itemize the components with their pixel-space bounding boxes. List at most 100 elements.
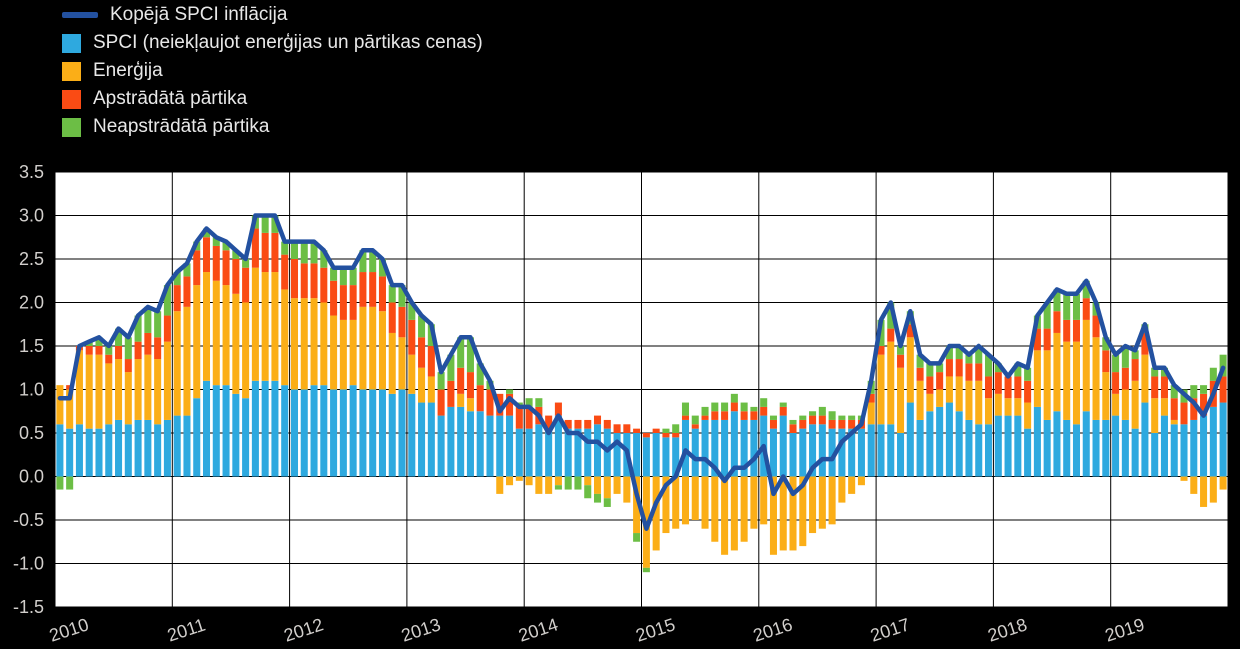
bar-segment [193, 398, 201, 477]
bar-segment [994, 363, 1002, 373]
bar-segment [760, 406, 768, 416]
bar-segment [897, 346, 905, 355]
bar-segment [66, 389, 74, 429]
bar-segment [1024, 428, 1032, 477]
bar-segment [310, 298, 318, 386]
bar-segment [623, 476, 631, 503]
bar-segment [408, 354, 416, 394]
bar-segment [1219, 476, 1227, 490]
bar-segment [398, 285, 406, 307]
bar-segment [633, 533, 641, 542]
bar-segment [926, 411, 934, 477]
bar-segment [867, 424, 875, 477]
bar-segment [212, 385, 220, 477]
y-tick-label: 1.5 [19, 336, 44, 356]
bar-segment [281, 385, 289, 477]
bar-segment [564, 428, 572, 477]
bar-segment [857, 476, 865, 486]
bar-segment [75, 424, 83, 477]
y-tick-label: -1.0 [13, 554, 44, 574]
bar-segment [1170, 419, 1178, 425]
bar-segment [496, 415, 504, 477]
bar-segment [339, 285, 347, 320]
bar-segment [897, 367, 905, 433]
bar-segment [310, 263, 318, 299]
bar-segment [232, 250, 240, 259]
bar-segment [760, 476, 768, 525]
bar-segment [750, 476, 758, 529]
bar-segment [681, 476, 690, 525]
bar-segment [945, 359, 953, 377]
bar-segment [887, 302, 895, 329]
bar-segment [418, 402, 426, 477]
bar-segment [828, 419, 836, 429]
bar-segment [1219, 402, 1227, 477]
bar-segment [721, 411, 729, 420]
bar-segment [672, 433, 680, 438]
bar-segment [740, 476, 748, 542]
bar-segment [1121, 367, 1129, 390]
bar-segment [916, 380, 924, 420]
bar-segment [975, 346, 983, 364]
bar-segment [163, 315, 171, 342]
bar-segment [965, 380, 973, 420]
bar-segment [984, 376, 993, 399]
bar-segment [769, 476, 777, 555]
bar-segment [838, 476, 846, 503]
bar-segment [691, 415, 699, 425]
y-tick-label: 0.0 [19, 467, 44, 487]
bar-segment [1180, 476, 1188, 481]
bar-segment [887, 328, 895, 342]
bar-segment [1092, 315, 1100, 338]
bar-segment [261, 215, 269, 233]
bar-segment [662, 428, 670, 433]
bar-segment [1102, 350, 1110, 373]
bar-segment [994, 393, 1002, 416]
bar-segment [926, 363, 934, 377]
bar-segment [1151, 367, 1159, 377]
bar-segment [818, 476, 826, 529]
legend-swatch-core [62, 33, 81, 53]
y-tick-label: 2.5 [19, 249, 44, 269]
bar-segment [769, 428, 777, 477]
bar-segment [515, 406, 523, 429]
bar-segment [261, 272, 269, 381]
bar-segment [730, 411, 738, 477]
bar-segment [574, 428, 582, 477]
bar-segment [320, 267, 328, 303]
bar-segment [427, 402, 435, 477]
bar-segment [701, 419, 709, 477]
bar-segment [1160, 376, 1168, 399]
legend-swatch-headline-line [62, 12, 98, 18]
bar-segment [750, 419, 758, 477]
bar-segment [525, 428, 533, 477]
bar-segment [476, 385, 484, 412]
bar-segment [975, 363, 983, 381]
bar-segment [457, 367, 465, 394]
bar-segment [633, 433, 641, 477]
bar-segment [1209, 476, 1217, 503]
bar-segment [1112, 415, 1120, 477]
bar-segment [936, 406, 944, 477]
legend-item: Enerģija [62, 61, 483, 81]
bar-segment [613, 476, 621, 494]
bar-segment [1209, 406, 1217, 477]
bar-segment [290, 241, 299, 259]
bar-segment [369, 250, 377, 273]
bar-segment [740, 411, 748, 420]
bar-segment [506, 393, 514, 416]
bar-segment [388, 332, 396, 394]
bar-segment [809, 411, 817, 416]
bar-segment [711, 411, 719, 420]
bar-segment [994, 372, 1002, 394]
bar-segment [1033, 406, 1041, 477]
bar-segment [212, 237, 220, 246]
bar-segment [476, 363, 484, 386]
bars-core [56, 380, 1227, 477]
bar-segment [1112, 354, 1120, 373]
bar-segment [193, 250, 201, 286]
bar-segment [779, 476, 787, 551]
bar-segment [232, 393, 240, 477]
bar-segment [955, 376, 963, 412]
bar-segment [809, 476, 817, 534]
